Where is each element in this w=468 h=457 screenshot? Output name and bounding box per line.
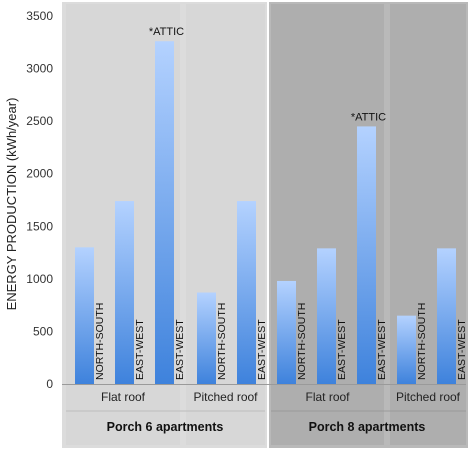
subgroup-label: Pitched roof	[396, 390, 461, 404]
bar-label: EAST-WEST	[376, 319, 388, 380]
bar	[317, 248, 336, 384]
bar	[75, 247, 94, 384]
y-tick-label: 1500	[26, 219, 53, 233]
bar-label: EAST-WEST	[336, 319, 348, 380]
bar-label: EAST-WEST	[134, 319, 146, 380]
bar-annotation: *ATTIC	[351, 111, 386, 123]
bar-label: NORTH-SOUTH	[416, 303, 428, 380]
bar	[115, 201, 134, 384]
y-tick-label: 3000	[26, 62, 53, 76]
bar	[197, 292, 216, 384]
y-tick-label: 0	[46, 377, 53, 391]
bar	[357, 126, 376, 385]
y-tick-label: 1000	[26, 272, 53, 286]
y-tick-label: 3500	[26, 9, 53, 23]
bar-label: NORTH-SOUTH	[296, 303, 308, 380]
bar-label: NORTH-SOUTH	[94, 303, 106, 380]
bar	[237, 201, 256, 384]
subgroup-label: Pitched roof	[193, 390, 258, 404]
bar	[277, 280, 296, 384]
bar-label: EAST-WEST	[174, 319, 186, 380]
bar-label: NORTH-SOUTH	[216, 303, 228, 380]
bar-label: EAST-WEST	[456, 319, 468, 380]
y-tick-label: 500	[33, 324, 53, 338]
group-label: Porch 8 apartments	[309, 420, 426, 434]
bar-label: EAST-WEST	[256, 319, 268, 380]
bar	[397, 315, 416, 384]
bar	[155, 41, 174, 385]
y-tick-label: 2500	[26, 114, 53, 128]
y-axis-label: ENERGY PRODUCTION (kWh/year)	[4, 98, 19, 311]
subgroup-label: Flat roof	[305, 390, 350, 404]
bar-annotation: *ATTIC	[149, 26, 184, 38]
group-label: Porch 6 apartments	[107, 420, 224, 434]
y-tick-label: 2000	[26, 167, 53, 181]
subgroup-label: Flat roof	[101, 390, 146, 404]
bar	[437, 248, 456, 384]
